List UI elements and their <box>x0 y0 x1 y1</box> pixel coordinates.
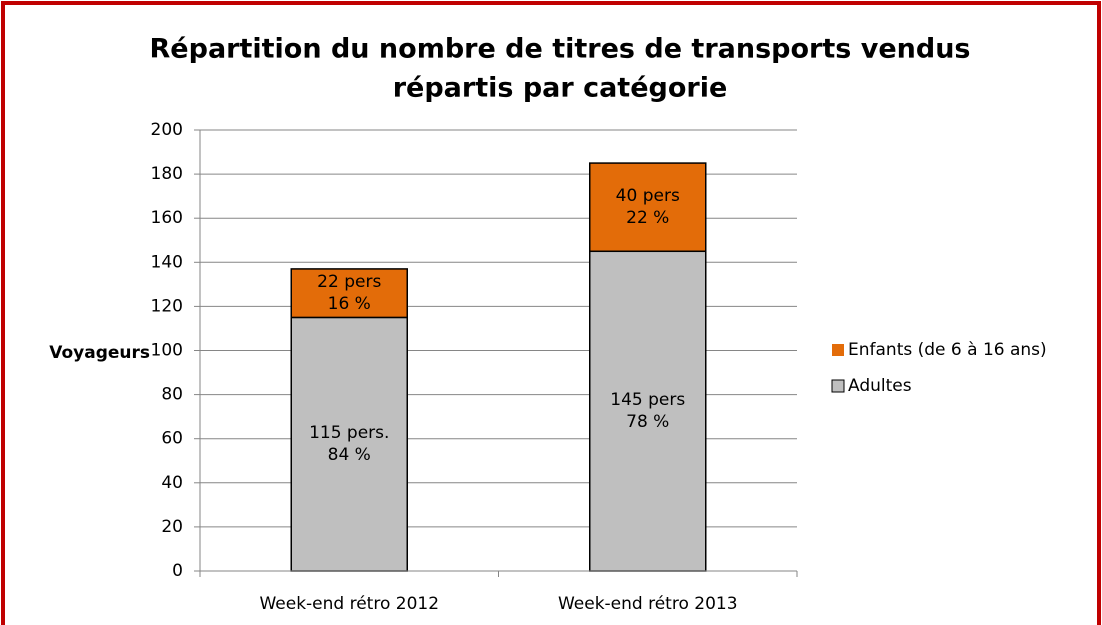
y-tick-label: 0 <box>172 561 183 581</box>
data-label: 22 % <box>626 208 669 228</box>
bar-segment <box>589 162 707 253</box>
data-label: 84 % <box>328 445 371 465</box>
data-label: 145 pers <box>610 390 685 410</box>
y-tick-label: 20 <box>161 517 183 537</box>
bar-segment <box>589 250 707 572</box>
x-tick-label: Week-end rétro 2012 <box>259 594 439 614</box>
y-tick-label: 40 <box>161 473 183 493</box>
data-label: 22 pers <box>317 272 381 292</box>
legend-label: Adultes <box>848 376 912 396</box>
bar-segment <box>290 268 408 319</box>
y-tick-label: 140 <box>151 252 183 272</box>
y-tick-label: 120 <box>151 296 183 316</box>
chart-title: Répartition du nombre de titres de trans… <box>150 34 971 65</box>
chart-title: répartis par catégorie <box>393 73 728 104</box>
data-label: 78 % <box>626 412 669 432</box>
data-label: 40 pers <box>616 186 680 206</box>
legend-swatch <box>831 379 845 393</box>
bar-segment <box>290 316 408 572</box>
legend-swatch <box>832 344 844 356</box>
y-tick-label: 200 <box>151 120 183 140</box>
legend-label: Enfants (de 6 à 16 ans) <box>848 340 1047 360</box>
y-axis-label: Voyageurs <box>49 343 150 363</box>
y-tick-label: 180 <box>151 164 183 184</box>
x-tick-label: Week-end rétro 2013 <box>558 594 738 614</box>
y-tick-label: 60 <box>161 429 183 449</box>
data-label: 115 pers. <box>309 423 389 443</box>
y-tick-label: 80 <box>161 385 183 405</box>
y-tick-label: 100 <box>151 341 183 361</box>
data-label: 16 % <box>328 294 371 314</box>
y-tick-label: 160 <box>151 208 183 228</box>
